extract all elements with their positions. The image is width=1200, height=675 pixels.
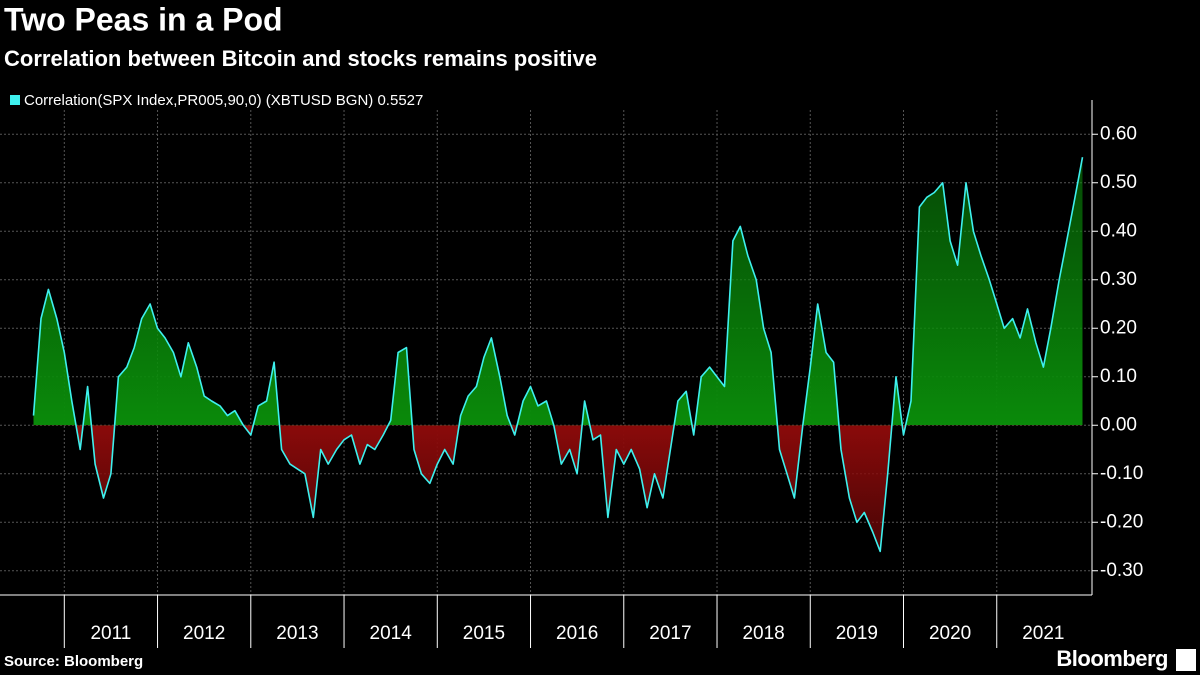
brand: Bloomberg bbox=[1056, 646, 1168, 671]
y-tick-label: 0.30 bbox=[1100, 269, 1137, 290]
x-tick-label: 2011 bbox=[90, 623, 131, 644]
y-tick-label: 0.10 bbox=[1100, 366, 1137, 387]
chart-title: Two Peas in a Pod bbox=[4, 1, 283, 37]
area-negative bbox=[33, 425, 1083, 552]
x-tick-label: 2017 bbox=[649, 623, 691, 644]
x-tick-label: 2015 bbox=[463, 623, 505, 644]
x-tick-label: 2019 bbox=[836, 623, 878, 644]
y-tick-label: 0.50 bbox=[1100, 172, 1137, 193]
legend-label: Correlation(SPX Index,PR005,90,0) (XBTUS… bbox=[24, 92, 423, 109]
x-tick-label: 2021 bbox=[1022, 623, 1064, 644]
x-tick-label: 2014 bbox=[370, 623, 413, 644]
y-tick-label: 0.00 bbox=[1100, 414, 1137, 435]
chart-subtitle: Correlation between Bitcoin and stocks r… bbox=[4, 46, 597, 71]
y-tick-label: -0.20 bbox=[1100, 511, 1143, 532]
y-tick-label: 0.20 bbox=[1100, 317, 1137, 338]
legend-swatch bbox=[10, 95, 20, 105]
y-tick-label: -0.30 bbox=[1100, 560, 1143, 581]
x-tick-label: 2016 bbox=[556, 623, 598, 644]
x-tick-label: 2013 bbox=[276, 623, 318, 644]
y-tick-label: 0.60 bbox=[1100, 123, 1137, 144]
source: Source: Bloomberg bbox=[4, 653, 143, 670]
y-tick-label: -0.10 bbox=[1100, 463, 1143, 484]
area-positive bbox=[33, 157, 1083, 426]
brand-icon bbox=[1176, 649, 1196, 671]
x-tick-label: 2018 bbox=[742, 623, 784, 644]
line bbox=[32, 157, 1084, 553]
x-tick-label: 2012 bbox=[183, 623, 225, 644]
y-tick-label: 0.40 bbox=[1100, 220, 1137, 241]
legend: Correlation(SPX Index,PR005,90,0) (XBTUS… bbox=[10, 92, 423, 109]
x-tick-label: 2020 bbox=[929, 623, 971, 644]
